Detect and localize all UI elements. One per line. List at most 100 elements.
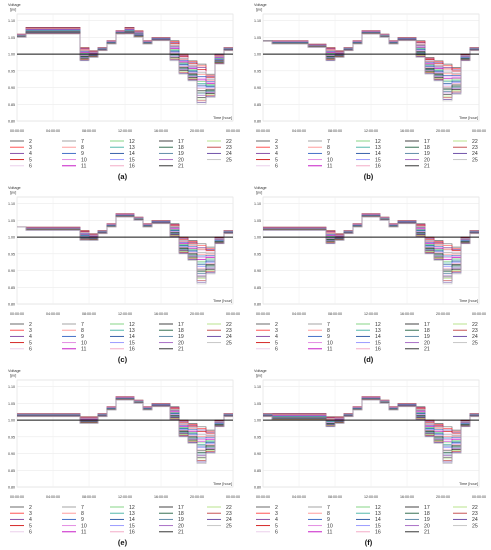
y-tick-label: 0.90 [8, 86, 15, 90]
legend-label: 18 [424, 511, 430, 517]
legend-label: 5 [29, 157, 32, 163]
legend-label: 24 [472, 517, 478, 523]
y-tick-label: 0.95 [8, 69, 15, 73]
legend-label: 19 [178, 517, 184, 523]
legend-label: 24 [226, 517, 232, 523]
legend-label: 25 [472, 523, 478, 529]
y-tick-label: 1.10 [8, 19, 15, 23]
x-tick-label: 00:00:00 [472, 312, 486, 316]
legend-label: 16 [129, 530, 135, 536]
x-tick-label: 16:00:00 [400, 129, 414, 133]
y-axis-unit: [pu] [10, 191, 16, 195]
legend-label: 8 [327, 145, 330, 151]
legend-label: 17 [424, 322, 430, 328]
panel-label: (a) [118, 172, 128, 181]
y-tick-label: 0.90 [254, 452, 261, 456]
x-tick-label: 00:00:00 [226, 129, 240, 133]
legend-label: 10 [327, 523, 333, 529]
legend-label: 15 [375, 340, 381, 346]
legend-label: 19 [424, 151, 430, 157]
legend-label: 23 [226, 511, 232, 517]
legend-label: 10 [81, 523, 87, 529]
legend-label: 15 [129, 157, 135, 163]
y-tick-label: 1.00 [8, 53, 15, 57]
y-axis-unit: [pu] [10, 8, 16, 12]
x-tick-label: 00:00:00 [10, 129, 24, 133]
legend-label: 3 [275, 328, 278, 334]
legend-label: 25 [226, 157, 232, 163]
legend-label: 12 [375, 505, 381, 511]
x-tick-label: 04:00:00 [292, 312, 306, 316]
y-tick-label: 1.05 [8, 219, 15, 223]
legend-label: 8 [327, 328, 330, 334]
legend-label: 24 [226, 151, 232, 157]
y-tick-label: 0.80 [8, 486, 15, 490]
legend-label: 7 [81, 505, 84, 511]
y-axis-unit: [pu] [256, 8, 262, 12]
series-line-25 [17, 399, 233, 464]
x-tick-label: 00:00:00 [472, 495, 486, 499]
panel-label: (b) [364, 172, 374, 181]
legend-label: 11 [81, 347, 86, 353]
legend-label: 18 [178, 511, 184, 517]
y-tick-label: 0.95 [254, 69, 261, 73]
legend-label: 17 [178, 139, 184, 145]
legend-label: 9 [81, 151, 84, 157]
y-tick-label: 1.10 [8, 385, 15, 389]
legend-label: 2 [29, 322, 32, 328]
y-axis-label: Voltage [8, 186, 21, 190]
y-tick-label: 1.00 [254, 236, 261, 240]
legend-label: 3 [275, 511, 278, 517]
legend-label: 19 [424, 334, 430, 340]
legend-label: 23 [472, 145, 478, 151]
legend-label: 6 [275, 530, 278, 536]
legend-label: 16 [375, 530, 381, 536]
chart-panel: 1.10 1.05 1.00 0.95 0.90 0.85 0.80 00:00:00 04:0… [254, 369, 486, 547]
legend-label: 9 [327, 517, 330, 523]
legend-label: 2 [275, 505, 278, 511]
series-line-25 [17, 216, 233, 285]
x-tick-label: 00:00:00 [256, 312, 270, 316]
legend-label: 13 [375, 328, 381, 334]
legend-label: 7 [81, 139, 84, 145]
series-line-25 [17, 33, 233, 105]
y-tick-label: 0.85 [8, 286, 15, 290]
legend-label: 25 [472, 157, 478, 163]
legend-label: 10 [81, 157, 87, 163]
legend-label: 7 [327, 322, 330, 328]
legend-label: 21 [424, 164, 430, 170]
legend-label: 11 [327, 164, 332, 170]
y-tick-label: 1.05 [254, 36, 261, 40]
legend-label: 22 [226, 505, 232, 511]
legend-label: 6 [29, 530, 32, 536]
legend-label: 14 [129, 517, 135, 523]
legend-label: 24 [472, 334, 478, 340]
x-tick-label: 20:00:00 [436, 495, 450, 499]
legend-label: 9 [327, 334, 330, 340]
legend-label: 6 [275, 164, 278, 170]
legend-label: 5 [275, 523, 278, 529]
y-tick-label: 0.85 [8, 469, 15, 473]
legend-label: 24 [226, 334, 232, 340]
legend-label: 2 [275, 139, 278, 145]
legend-label: 18 [178, 328, 184, 334]
legend-label: 2 [29, 505, 32, 511]
y-axis-label: Voltage [254, 369, 267, 373]
legend-label: 12 [129, 505, 135, 511]
legend-label: 20 [178, 340, 184, 346]
legend-label: 12 [129, 139, 135, 145]
legend-label: 5 [275, 340, 278, 346]
series-line-25 [263, 216, 479, 285]
y-tick-label: 0.80 [254, 120, 261, 124]
chart-panel: 1.10 1.05 1.00 0.95 0.90 0.85 0.80 00:00:00 04:0… [254, 186, 486, 364]
legend-label: 4 [29, 151, 32, 157]
legend-label: 18 [178, 145, 184, 151]
y-axis-unit: [pu] [256, 191, 262, 195]
x-axis-label: Time [hour] [213, 299, 232, 303]
x-tick-label: 04:00:00 [46, 129, 60, 133]
legend-label: 3 [275, 145, 278, 151]
y-tick-label: 0.85 [254, 286, 261, 290]
legend-label: 19 [424, 517, 430, 523]
legend-label: 11 [81, 530, 86, 536]
